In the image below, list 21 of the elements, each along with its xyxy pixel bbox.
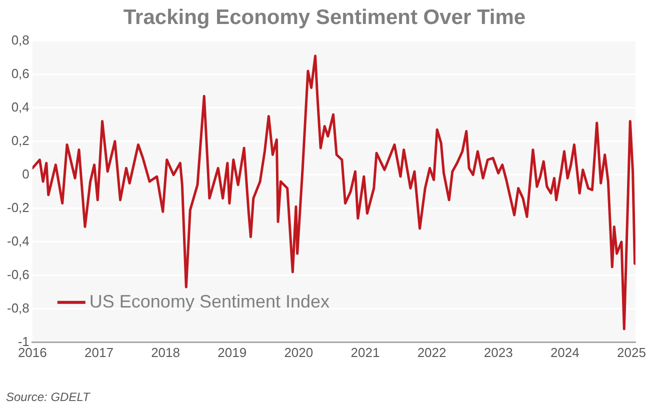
y-tick-label: -0,8 (6, 300, 30, 316)
y-tick-label: 0 (22, 166, 30, 182)
x-tick-label: 2019 (218, 344, 247, 360)
chart-title: Tracking Economy Sentiment Over Time (122, 6, 527, 30)
x-tick-label: 2020 (284, 344, 314, 360)
x-tick-label: 2021 (350, 344, 380, 360)
x-tick-label: 2018 (151, 344, 180, 360)
y-tick-label: 0,2 (11, 132, 30, 148)
x-tick-label: 2023 (484, 344, 513, 360)
y-tick-label: -0,6 (6, 266, 30, 282)
legend-label: US Economy Sentiment Index (89, 291, 330, 312)
y-tick-label: -0,2 (6, 200, 30, 215)
y-tick-label: -0,4 (6, 233, 30, 248)
x-tick-label: 2024 (550, 344, 580, 360)
source-note: Source: GDELT (6, 390, 90, 404)
x-tick-label: 2022 (417, 344, 446, 360)
x-tick-label: 2017 (84, 344, 114, 360)
y-tick-label: 0,8 (11, 32, 30, 48)
y-tick-label: 0,4 (11, 99, 30, 114)
x-tick-label: 2025 (617, 344, 646, 360)
y-tick-label: 0,6 (11, 66, 30, 81)
